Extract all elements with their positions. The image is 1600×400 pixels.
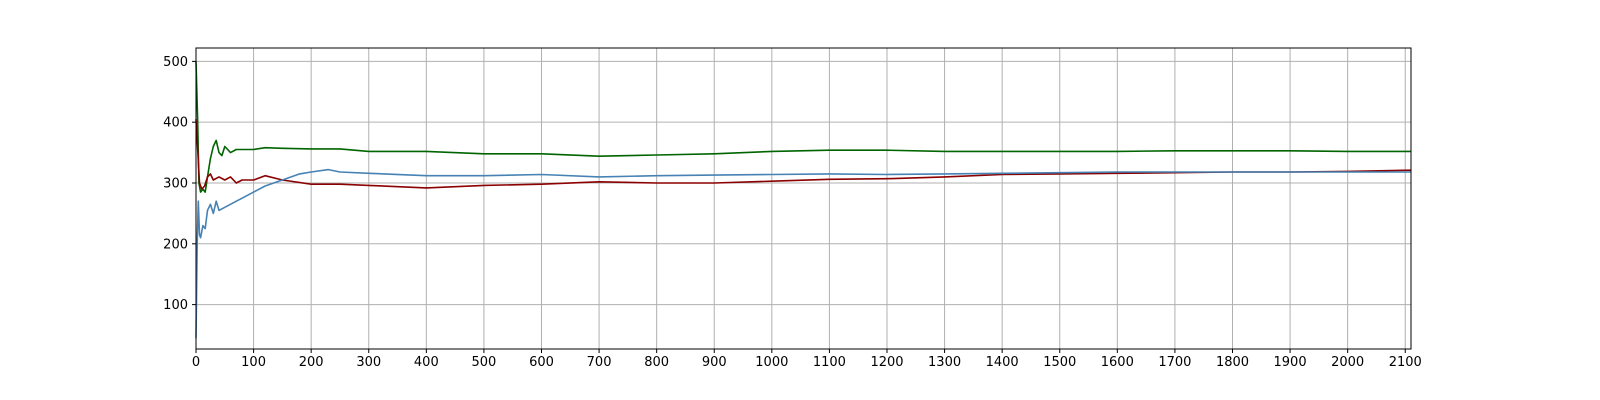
x-tick-label: 400 bbox=[414, 355, 439, 370]
y-axis: 100 200 300 400 500 bbox=[163, 55, 196, 313]
x-tick-label: 1800 bbox=[1216, 355, 1249, 370]
x-tick-label: 200 bbox=[299, 355, 324, 370]
x-tick-label: 1300 bbox=[928, 355, 961, 370]
x-tick-label: 1500 bbox=[1043, 355, 1076, 370]
x-tick-label: 1000 bbox=[755, 355, 788, 370]
grid bbox=[195, 48, 1411, 349]
x-tick-label: 1900 bbox=[1274, 355, 1307, 370]
x-tick-label: 100 bbox=[241, 355, 266, 370]
series-line-2 bbox=[195, 119, 1412, 190]
x-tick-label: 700 bbox=[587, 355, 612, 370]
x-tick-label: 1200 bbox=[870, 355, 903, 370]
x-axis: 0 100 200 300 400 500 600 700 800 900 1000 1100 1200… bbox=[192, 349, 1422, 370]
x-tick-label: 1600 bbox=[1101, 355, 1134, 370]
y-tick-label: 500 bbox=[163, 55, 188, 70]
x-tick-label: 1400 bbox=[986, 355, 1019, 370]
plot-frame bbox=[195, 47, 1412, 350]
y-tick-label: 100 bbox=[163, 298, 188, 313]
y-tick-label: 400 bbox=[163, 116, 188, 131]
y-tick-label: 200 bbox=[163, 237, 188, 252]
x-tick-label: 600 bbox=[529, 355, 554, 370]
x-tick-label: 2000 bbox=[1331, 355, 1364, 370]
series-line-3 bbox=[195, 168, 1411, 339]
x-tick-label: 1100 bbox=[813, 355, 846, 370]
x-tick-label: 500 bbox=[472, 355, 497, 370]
x-tick-label: 300 bbox=[356, 355, 381, 370]
x-tick-label: 1700 bbox=[1158, 355, 1191, 370]
x-tick-label: 900 bbox=[702, 355, 727, 370]
x-tick-label: 2100 bbox=[1389, 355, 1422, 370]
series-line-1 bbox=[195, 61, 1411, 193]
x-tick-label: 800 bbox=[644, 355, 669, 370]
series-group bbox=[195, 61, 1412, 339]
y-tick-label: 300 bbox=[163, 176, 188, 191]
x-tick-label: 0 bbox=[192, 355, 200, 370]
